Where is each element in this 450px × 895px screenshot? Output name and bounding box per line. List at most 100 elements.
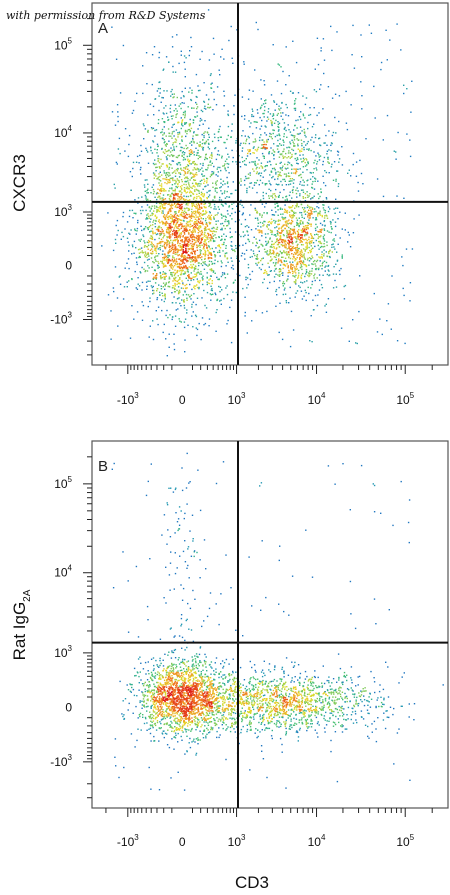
data-point [204, 239, 206, 242]
x-tick-label: 105 [396, 391, 414, 407]
data-point [289, 257, 292, 260]
data-point [272, 214, 275, 216]
data-point [183, 251, 185, 254]
data-point [327, 157, 329, 159]
data-point [286, 210, 289, 212]
data-point [203, 134, 205, 137]
data-point [150, 224, 152, 227]
data-point [258, 250, 260, 252]
data-point [293, 211, 295, 213]
data-point [251, 108, 253, 110]
data-point [216, 180, 218, 182]
data-point [159, 202, 161, 205]
data-point [193, 154, 195, 156]
data-point [188, 162, 191, 165]
data-point [360, 81, 362, 83]
data-point [279, 173, 281, 175]
data-point [179, 277, 181, 279]
data-point [160, 285, 162, 287]
data-point [169, 223, 172, 225]
data-point [292, 232, 295, 235]
data-point [170, 264, 172, 266]
data-point [314, 234, 316, 236]
data-point [319, 155, 322, 157]
data-point [152, 717, 155, 720]
data-point [327, 298, 330, 300]
data-point [164, 288, 166, 290]
data-point [171, 137, 173, 139]
data-point [164, 242, 166, 244]
data-point [206, 131, 209, 133]
data-point [189, 221, 191, 223]
data-point [220, 303, 222, 305]
data-point [146, 217, 148, 220]
data-point [190, 225, 193, 227]
data-point [128, 215, 131, 218]
data-point [333, 246, 335, 248]
data-point [191, 256, 193, 259]
data-point [172, 189, 174, 192]
data-point [189, 219, 191, 221]
data-point [139, 256, 141, 258]
data-point [323, 228, 325, 230]
data-point [244, 234, 246, 236]
data-point [171, 36, 174, 38]
data-point [199, 145, 201, 147]
data-point [174, 71, 177, 73]
data-point [250, 182, 253, 184]
data-point [322, 38, 325, 40]
data-point [184, 255, 186, 257]
data-point [318, 231, 320, 233]
data-point [205, 661, 207, 663]
data-point [240, 184, 242, 186]
data-point [202, 223, 204, 226]
data-point [289, 207, 291, 209]
data-point [184, 239, 186, 242]
data-point [201, 119, 203, 121]
data-point [142, 235, 145, 238]
data-point [276, 202, 279, 204]
data-point [154, 159, 156, 161]
data-point [310, 245, 312, 247]
data-point [195, 197, 198, 200]
data-point [168, 333, 170, 335]
data-point [291, 210, 293, 212]
data-point [186, 186, 188, 188]
data-point [183, 257, 185, 259]
data-point [181, 269, 183, 271]
data-point [265, 244, 268, 246]
data-point [199, 141, 201, 143]
data-point [212, 271, 215, 273]
data-point [267, 274, 269, 276]
data-point [157, 145, 159, 148]
data-point [178, 228, 181, 230]
data-point [194, 224, 197, 226]
data-point [320, 245, 323, 248]
data-point [285, 220, 288, 222]
data-point [147, 188, 149, 190]
data-point [170, 229, 172, 231]
data-point [330, 231, 332, 234]
data-point [180, 97, 182, 99]
data-point [176, 239, 178, 241]
data-point [146, 192, 148, 194]
data-point [297, 276, 300, 278]
data-point [195, 207, 197, 209]
data-point [175, 220, 177, 222]
data-point [176, 156, 179, 159]
data-point [225, 203, 227, 205]
data-point [259, 221, 262, 224]
data-point [183, 267, 185, 269]
data-point [254, 149, 257, 151]
data-point [315, 239, 317, 242]
data-point [203, 203, 205, 205]
data-point [190, 215, 192, 218]
data-point [152, 278, 155, 280]
data-point [195, 221, 197, 223]
data-point [406, 88, 408, 90]
data-point [210, 214, 213, 216]
data-point [178, 270, 180, 272]
data-point [268, 180, 270, 182]
data-point [391, 275, 393, 277]
